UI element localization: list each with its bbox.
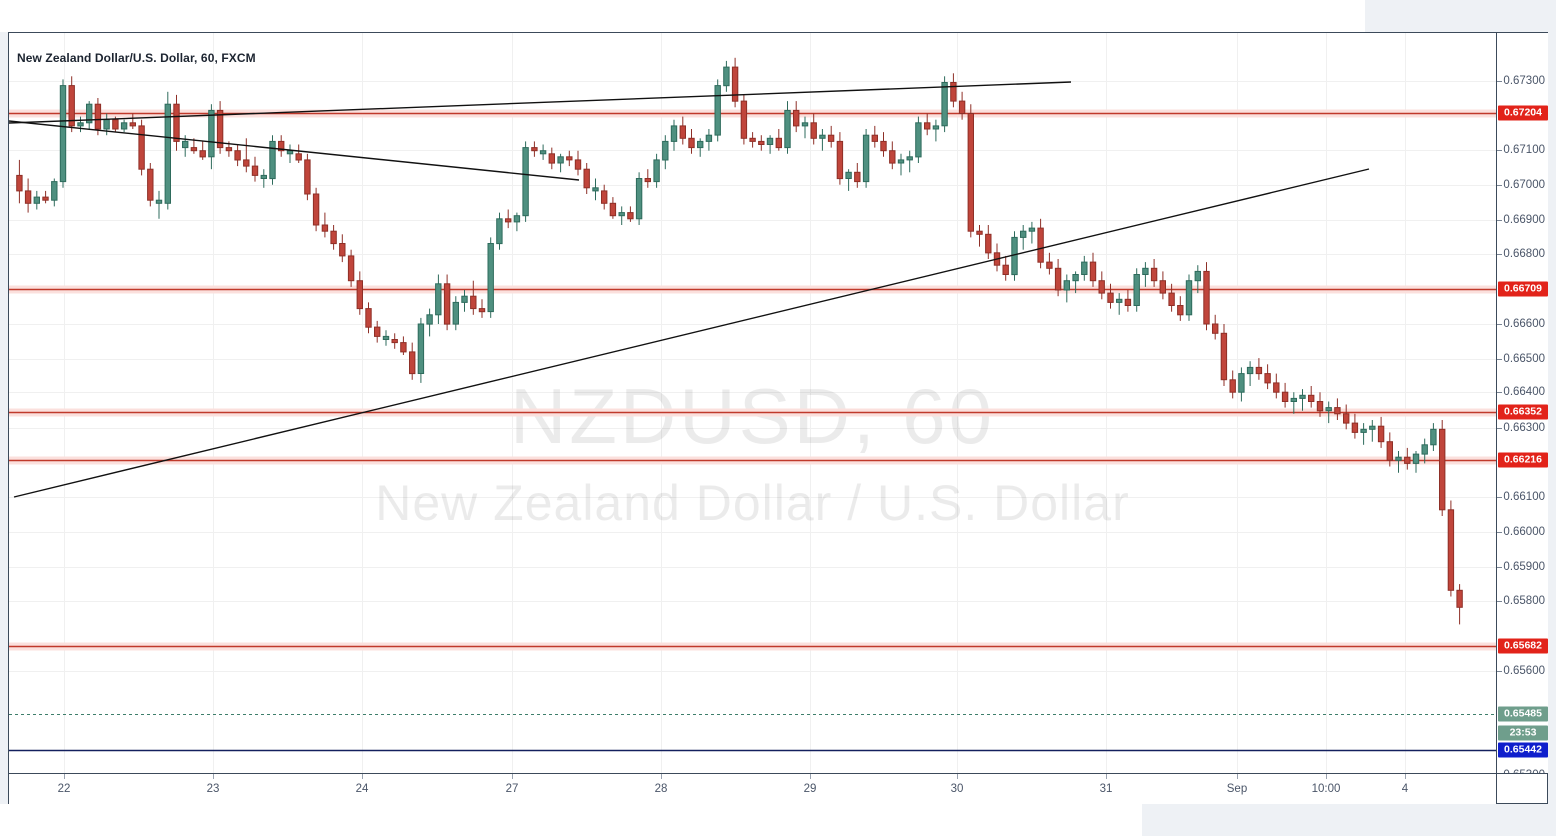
time-tick-label: 23 bbox=[206, 783, 220, 795]
price-tick-mark bbox=[1497, 392, 1502, 393]
price-tick-label: 0.66800 bbox=[1503, 248, 1545, 260]
price-level-tag[interactable]: 0.66216 bbox=[1498, 452, 1548, 468]
time-tick-label: 10:00 bbox=[1311, 783, 1341, 795]
time-tick-label: 24 bbox=[355, 783, 369, 795]
price-tick-label: 0.66600 bbox=[1503, 318, 1545, 330]
price-tick-label: 0.65900 bbox=[1503, 561, 1545, 573]
time-tick-mark bbox=[362, 774, 363, 779]
price-scale[interactable]: 0.67300 0.67100 0.67000 0.66900 0.66800 0.666… bbox=[1496, 33, 1548, 773]
time-tick-mark bbox=[661, 774, 662, 779]
bar-countdown-label[interactable]: 23:53 bbox=[1498, 725, 1548, 741]
time-tick-label: 30 bbox=[950, 783, 964, 795]
chart-plot-pane[interactable]: NZDUSD, 60 New Zealand Dollar / U.S. Dol… bbox=[9, 33, 1496, 773]
time-tick-label: 4 bbox=[1401, 783, 1409, 795]
price-tick-label: 0.66400 bbox=[1503, 386, 1545, 398]
scale-corner bbox=[1496, 773, 1547, 803]
time-tick-mark bbox=[1326, 774, 1327, 779]
price-tick-mark bbox=[1497, 220, 1502, 221]
bid-price-tag[interactable]: 0.65442 bbox=[1498, 742, 1548, 758]
price-tick-label: 0.67300 bbox=[1503, 75, 1545, 87]
time-tick-label: 22 bbox=[57, 783, 71, 795]
price-tick-mark bbox=[1497, 428, 1502, 429]
price-tick-label: 0.66900 bbox=[1503, 214, 1545, 226]
price-tick-mark bbox=[1497, 185, 1502, 186]
time-tick-mark bbox=[1237, 774, 1238, 779]
time-tick-label: Sep bbox=[1226, 783, 1248, 795]
time-tick-label: 29 bbox=[803, 783, 817, 795]
price-tick-label: 0.67000 bbox=[1503, 179, 1545, 191]
candlestick-series[interactable] bbox=[9, 33, 1496, 773]
price-tick-label: 0.67100 bbox=[1503, 144, 1545, 156]
time-tick-mark bbox=[213, 774, 214, 779]
price-tick-mark bbox=[1497, 601, 1502, 602]
price-tick-mark bbox=[1497, 324, 1502, 325]
price-tick-label: 0.65600 bbox=[1503, 665, 1545, 677]
price-tick-mark bbox=[1497, 671, 1502, 672]
price-tick-label: 0.66500 bbox=[1503, 353, 1545, 365]
price-level-tag[interactable]: 0.66709 bbox=[1498, 281, 1548, 297]
time-tick-label: 27 bbox=[505, 783, 519, 795]
time-tick-label: 28 bbox=[654, 783, 668, 795]
time-tick-label: 31 bbox=[1099, 783, 1113, 795]
time-tick-mark bbox=[64, 774, 65, 779]
bottom-white-strip bbox=[0, 804, 1142, 836]
top-white-strip bbox=[0, 0, 1365, 32]
time-tick-mark bbox=[1405, 774, 1406, 779]
time-tick-mark bbox=[1106, 774, 1107, 779]
time-tick-mark bbox=[512, 774, 513, 779]
chart-frame: NZDUSD, 60 New Zealand Dollar / U.S. Dol… bbox=[8, 32, 1548, 804]
price-tick-mark bbox=[1497, 150, 1502, 151]
price-tick-mark bbox=[1497, 81, 1502, 82]
trendlines-layer[interactable] bbox=[9, 33, 1496, 773]
time-scale[interactable]: 22 23 24 27 28 29 30 31 Sep 10:00 4 bbox=[9, 773, 1496, 804]
price-tick-mark bbox=[1497, 497, 1502, 498]
price-tick-mark bbox=[1497, 359, 1502, 360]
time-tick-mark bbox=[810, 774, 811, 779]
price-level-tag[interactable]: 0.66352 bbox=[1498, 404, 1548, 420]
chart-legend-title: New Zealand Dollar/U.S. Dollar, 60, FXCM bbox=[17, 51, 256, 65]
price-level-lines-layer bbox=[9, 109, 1496, 752]
price-tick-label: 0.66300 bbox=[1503, 422, 1545, 434]
price-level-tag[interactable]: 0.65682 bbox=[1498, 638, 1548, 654]
price-tick-label: 0.65800 bbox=[1503, 595, 1545, 607]
price-tick-mark bbox=[1497, 532, 1502, 533]
price-tick-label: 0.65300 bbox=[1503, 769, 1545, 773]
price-tick-mark bbox=[1497, 254, 1502, 255]
price-tick-label: 0.66100 bbox=[1503, 491, 1545, 503]
last-price-tag[interactable]: 0.65485 bbox=[1498, 706, 1548, 722]
price-tick-label: 0.66000 bbox=[1503, 526, 1545, 538]
time-tick-mark bbox=[957, 774, 958, 779]
price-tick-mark bbox=[1497, 567, 1502, 568]
price-level-tag[interactable]: 0.67204 bbox=[1498, 105, 1548, 121]
